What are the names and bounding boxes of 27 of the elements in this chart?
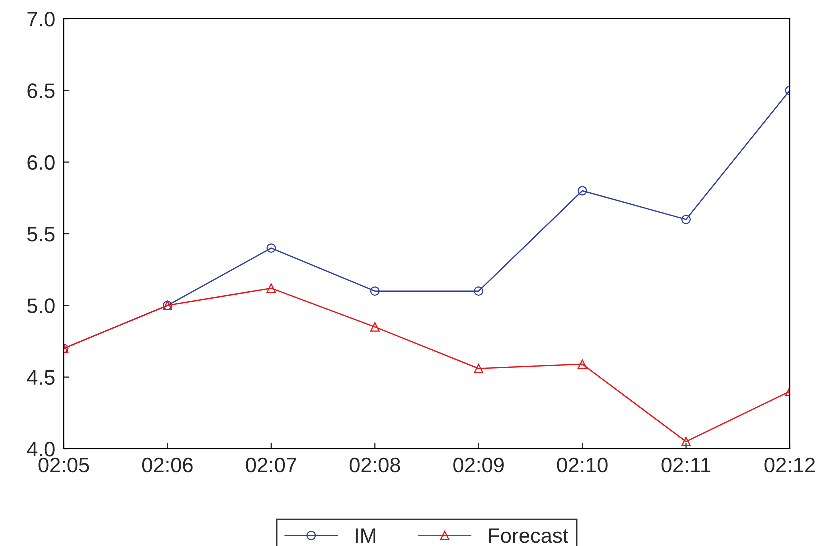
y-tick-label: 4.5 (27, 370, 55, 386)
point (682, 437, 692, 447)
point (370, 286, 380, 296)
x-tick-label: 02:09 (454, 458, 504, 473)
x-tick-label: 02:11 (662, 458, 711, 473)
y-tick-label: 5.5 (28, 227, 55, 242)
x-tick-label: 02:06 (142, 458, 193, 473)
x-tick-label: 02:10 (557, 458, 608, 473)
point (578, 360, 588, 370)
point (474, 364, 484, 374)
point (474, 286, 484, 296)
point (370, 322, 380, 332)
x-tick-label: 02:12 (764, 458, 816, 473)
legend-label: IM (356, 528, 376, 544)
point (682, 214, 692, 224)
y-tick-label: 7.0 (28, 12, 55, 27)
point (266, 244, 276, 254)
legend-label: Forecast (489, 528, 569, 544)
x-tick-label: 02:07 (246, 458, 296, 473)
point (578, 186, 588, 196)
y-tick-label: 6.0 (28, 155, 55, 170)
y-tick-label: 6.5 (28, 84, 55, 98)
y-tick-label: 4.0 (27, 442, 55, 457)
point (266, 284, 276, 294)
x-tick-label: 02:08 (350, 458, 400, 473)
y-tick-label: 5.0 (28, 298, 55, 314)
x-tick-label: 02:05 (38, 458, 90, 473)
